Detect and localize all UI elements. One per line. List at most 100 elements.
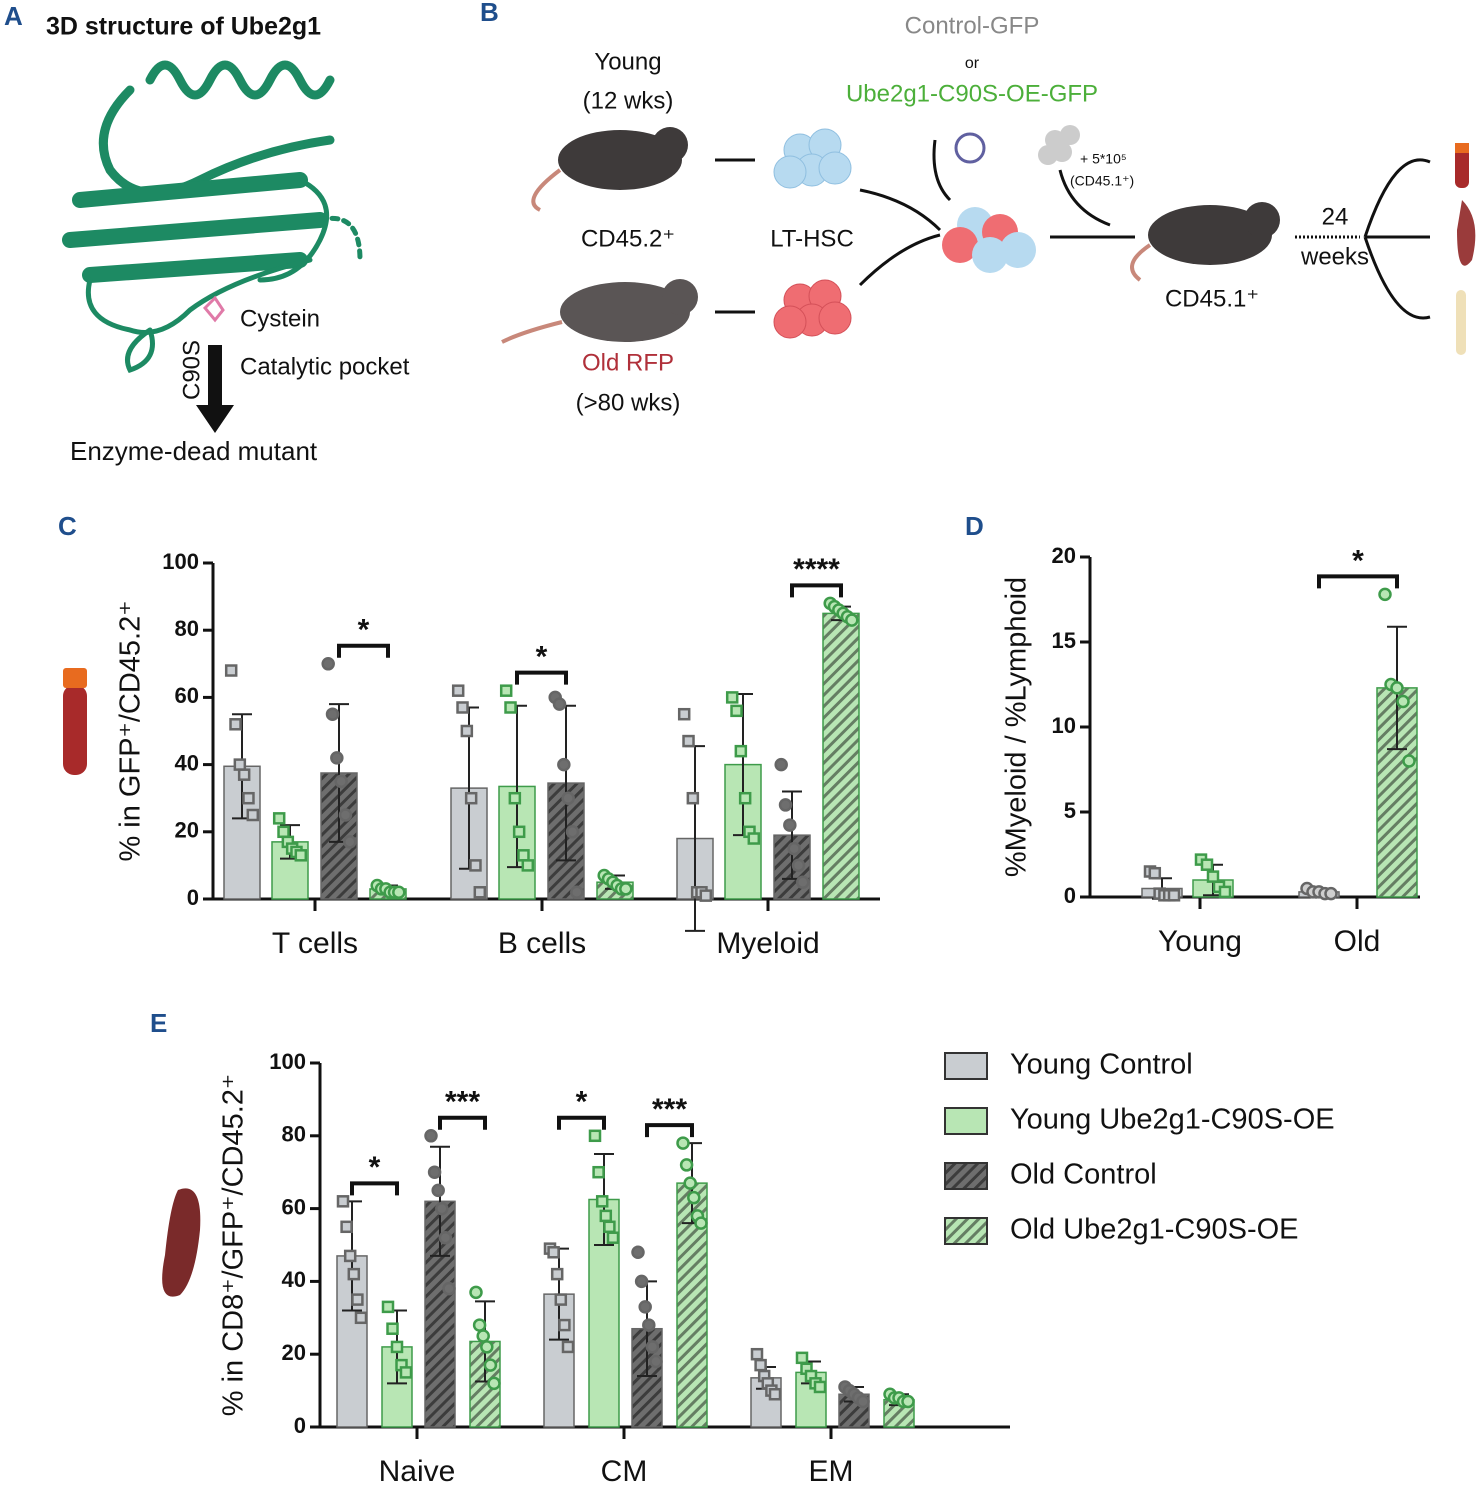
control-vector: Control-GFP bbox=[905, 12, 1040, 39]
data-point bbox=[1390, 681, 1404, 695]
young-age: (12 wks) bbox=[583, 87, 674, 114]
data-point bbox=[561, 1340, 575, 1354]
panel-title: 3D structure of Ube2g1 bbox=[46, 13, 321, 41]
data-point bbox=[783, 818, 797, 832]
data-point bbox=[754, 1358, 767, 1372]
significance-bracket bbox=[557, 1115, 606, 1130]
data-point bbox=[787, 841, 801, 856]
data-point bbox=[431, 1183, 445, 1198]
legend-label: Young Control bbox=[1010, 1049, 1193, 1081]
y-axis-label: %Myeloid / %Lymphoid bbox=[1001, 577, 1033, 877]
tissue-icons bbox=[1455, 143, 1476, 355]
data-point bbox=[642, 1318, 656, 1332]
data-point bbox=[603, 1220, 616, 1234]
data-point bbox=[550, 1267, 564, 1281]
pocket-label: Catalytic pocket bbox=[240, 353, 410, 380]
data-point bbox=[472, 1318, 487, 1332]
data-point bbox=[330, 751, 344, 765]
y-tick-label: 10 bbox=[1052, 713, 1076, 738]
y-tick-label: 40 bbox=[175, 750, 199, 775]
data-point bbox=[451, 684, 465, 697]
data-point bbox=[557, 757, 571, 772]
data-point bbox=[558, 1318, 571, 1332]
data-point bbox=[750, 1347, 764, 1361]
panel-letter: D bbox=[965, 511, 984, 541]
data-point bbox=[768, 1387, 782, 1401]
recipient-mouse bbox=[1130, 202, 1280, 282]
x-tick-label: Old bbox=[1334, 925, 1381, 958]
or-label: or bbox=[965, 55, 980, 72]
data-point bbox=[734, 744, 748, 758]
bar bbox=[822, 612, 860, 900]
residue-label: Cystein bbox=[240, 305, 320, 332]
x-tick-label: Young bbox=[1158, 925, 1242, 958]
data-point bbox=[487, 1376, 501, 1391]
data-point bbox=[699, 889, 713, 902]
significance-label: *** bbox=[652, 1093, 687, 1126]
data-point bbox=[476, 1329, 490, 1343]
data-point bbox=[294, 849, 308, 862]
support-cells bbox=[1038, 125, 1080, 165]
recipient-marker: CD45.1⁺ bbox=[1165, 285, 1259, 312]
significance-bracket bbox=[515, 670, 568, 685]
data-point bbox=[224, 664, 238, 677]
panel-letter: A bbox=[4, 1, 23, 31]
data-point bbox=[237, 768, 251, 781]
y-tick-label: 0 bbox=[294, 1413, 306, 1438]
data-point bbox=[442, 1281, 456, 1296]
data-point bbox=[547, 1246, 560, 1259]
data-point bbox=[561, 791, 575, 805]
data-point bbox=[473, 886, 487, 899]
young-mouse bbox=[531, 127, 688, 212]
significance-bracket bbox=[645, 1123, 694, 1138]
legend-label: Old Ube2g1-C90S-OE bbox=[1010, 1214, 1299, 1246]
hsc-old bbox=[773, 279, 852, 339]
significance-label: * bbox=[358, 614, 370, 647]
data-point bbox=[325, 707, 340, 721]
data-point bbox=[554, 1293, 568, 1306]
y-tick-label: 80 bbox=[175, 616, 199, 641]
legend-label: Old Control bbox=[1010, 1159, 1157, 1191]
blood-tube bbox=[63, 668, 87, 775]
data-point bbox=[686, 791, 700, 805]
data-point bbox=[795, 1351, 809, 1365]
cysteine-residue bbox=[202, 295, 225, 323]
x-tick-label: CM bbox=[601, 1455, 648, 1488]
legend-swatch bbox=[944, 1217, 988, 1245]
x-tick-label: B cells bbox=[498, 927, 586, 960]
x-tick-label: EM bbox=[809, 1455, 854, 1488]
data-point bbox=[354, 1311, 368, 1325]
data-point bbox=[901, 1394, 915, 1409]
data-point bbox=[246, 808, 260, 822]
data-point bbox=[774, 757, 788, 772]
donor-marker: CD45.2⁺ bbox=[581, 225, 675, 252]
data-point bbox=[588, 1129, 602, 1143]
data-point bbox=[399, 1366, 413, 1379]
data-point bbox=[679, 1158, 694, 1172]
data-point bbox=[856, 1394, 870, 1409]
data-point bbox=[1167, 889, 1181, 902]
data-point bbox=[845, 613, 859, 627]
data-point bbox=[595, 1195, 609, 1208]
data-point bbox=[813, 1380, 827, 1394]
legend-swatch bbox=[944, 1162, 988, 1190]
data-point bbox=[435, 1201, 449, 1216]
significance-bracket bbox=[337, 643, 390, 658]
protein-structure bbox=[62, 60, 363, 374]
data-point bbox=[677, 707, 691, 721]
y-tick-label: 20 bbox=[175, 818, 199, 843]
significance-label: * bbox=[576, 1086, 588, 1119]
data-point bbox=[599, 1209, 613, 1223]
significance-label: *** bbox=[445, 1086, 480, 1119]
data-point bbox=[1148, 866, 1162, 880]
y-tick-label: 15 bbox=[1052, 628, 1076, 653]
data-point bbox=[694, 1216, 708, 1230]
x-tick-label: Naive bbox=[379, 1455, 456, 1488]
data-point bbox=[738, 791, 752, 805]
data-point bbox=[277, 825, 290, 839]
data-point bbox=[1218, 885, 1232, 899]
data-point bbox=[1200, 858, 1214, 871]
data-point bbox=[1206, 870, 1220, 883]
significance-bracket bbox=[1317, 574, 1399, 589]
